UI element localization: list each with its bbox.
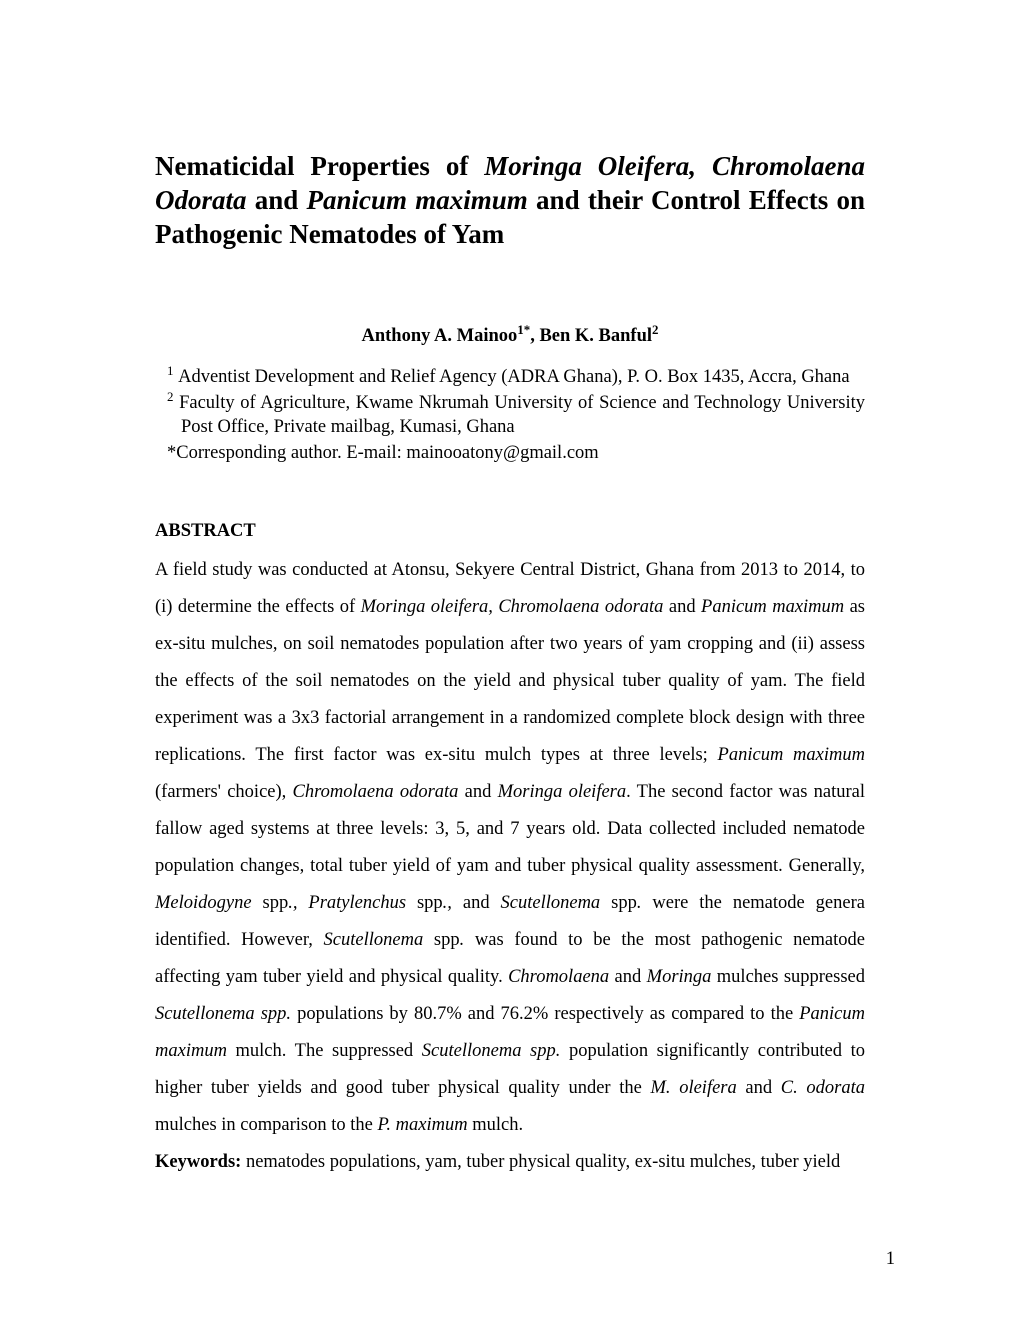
abs-i7: ., Pratylenchus	[288, 893, 406, 913]
author-2-sup: 2	[652, 322, 658, 337]
author-line: Anthony A. Mainoo1*, Ben K. Banful2	[155, 326, 865, 347]
abs-i11: Scutellonema	[324, 930, 424, 950]
abs-t2: and	[663, 597, 701, 617]
abs-i8: .,	[443, 893, 452, 913]
abs-t7: spp	[252, 893, 289, 913]
paper-title: Nematicidal Properties of Moringa Oleife…	[155, 150, 865, 251]
affiliations-block: 1 Adventist Development and Relief Agenc…	[155, 365, 865, 465]
abs-t10: spp	[600, 893, 637, 913]
title-text-2: and	[247, 185, 307, 215]
affiliation-2: 2 Faculty of Agriculture, Kwame Nkrumah …	[155, 391, 865, 439]
abs-t20: mulches in comparison to the	[155, 1115, 377, 1135]
keywords-label: Keywords:	[155, 1152, 241, 1172]
abs-i17: Scutellonema spp.	[422, 1041, 561, 1061]
abstract-heading: ABSTRACT	[155, 521, 865, 542]
author-2-name: Ben K. Banful	[539, 326, 652, 346]
keywords-text: nematodes populations, yam, tuber physic…	[241, 1152, 840, 1172]
affil-2-sup: 2	[167, 389, 173, 404]
abs-i18: M. oleifera	[651, 1078, 737, 1098]
abs-t17: mulch. The suppressed	[227, 1041, 422, 1061]
abs-t8: spp	[406, 893, 443, 913]
abs-t15: mulches suppressed	[711, 967, 865, 987]
abs-i20: P. maximum	[377, 1115, 467, 1135]
abs-t14: and	[609, 967, 646, 987]
abstract-body: A field study was conducted at Atonsu, S…	[155, 552, 865, 1181]
abs-i4: Chromolaena odorata	[293, 782, 459, 802]
abs-i3: Panicum maximum	[718, 745, 865, 765]
abs-i1: Moringa oleifera, Chromolaena odorata	[361, 597, 664, 617]
abs-t21: mulch.	[468, 1115, 524, 1135]
abs-i14: Moringa	[647, 967, 712, 987]
abs-t5: and	[458, 782, 497, 802]
abs-t4: (farmers' choice),	[155, 782, 293, 802]
affiliation-1: 1 Adventist Development and Relief Agenc…	[155, 365, 865, 389]
corresponding-author: *Corresponding author. E-mail: mainooato…	[155, 441, 865, 465]
author-1-sup: 1*	[517, 322, 530, 337]
title-text-1: Nematicidal Properties of	[155, 151, 484, 181]
abs-i9: Scutellonema	[501, 893, 601, 913]
abs-t19: and	[737, 1078, 781, 1098]
abs-t9: and	[452, 893, 501, 913]
abs-i6: Meloidogyne	[155, 893, 252, 913]
title-italic-2: Panicum maximum	[307, 185, 528, 215]
abs-i19: C. odorata	[781, 1078, 865, 1098]
author-1-name: Anthony A. Mainoo	[362, 326, 518, 346]
abs-i13: Chromolaena	[508, 967, 609, 987]
abs-t12: spp	[423, 930, 459, 950]
abs-i5: Moringa oleifera	[498, 782, 627, 802]
abs-i15: Scutellonema spp.	[155, 1004, 291, 1024]
affil-2-text: Faculty of Agriculture, Kwame Nkrumah Un…	[179, 393, 865, 437]
paper-page: Nematicidal Properties of Moringa Oleife…	[0, 0, 1020, 1320]
abs-i2: Panicum maximum	[701, 597, 844, 617]
affil-1-sup: 1	[167, 363, 173, 378]
abs-t16: populations by 80.7% and 76.2% respectiv…	[291, 1004, 799, 1024]
abs-t3: as ex-situ mulches, on soil nematodes po…	[155, 597, 865, 765]
affil-1-text: Adventist Development and Relief Agency …	[178, 367, 850, 387]
page-number: 1	[886, 1249, 895, 1270]
